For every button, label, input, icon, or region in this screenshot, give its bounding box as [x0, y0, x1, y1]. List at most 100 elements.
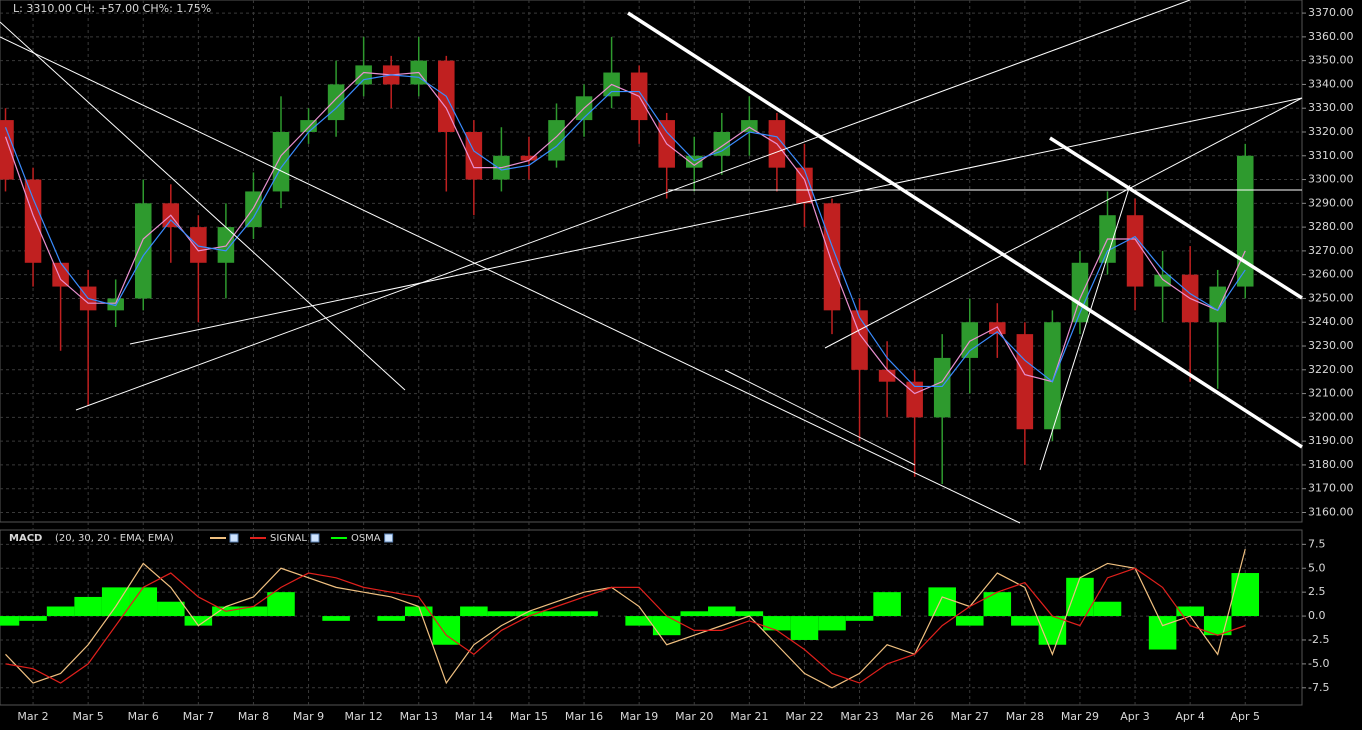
moving-average [4, 74, 1246, 388]
y-tick-label: -2.5 [1308, 633, 1329, 646]
candle-body [24, 179, 42, 263]
y-tick-label: 3270.00 [1308, 244, 1354, 257]
x-tick-label: Mar 29 [1061, 710, 1099, 723]
candle-body [1126, 215, 1144, 287]
price-panel [0, 0, 1303, 523]
y-tick-label: 3190.00 [1308, 434, 1354, 447]
osma-bar [873, 592, 901, 617]
trend-line [129, 97, 1303, 345]
y-tick-label: 3250.00 [1308, 291, 1354, 304]
osma-bar [845, 616, 874, 621]
osma-bar [1011, 616, 1039, 626]
x-tick-label: Mar 23 [840, 710, 878, 723]
macd-title: MACD [9, 533, 42, 544]
x-tick-label: Mar 28 [1006, 710, 1044, 723]
candle-body [796, 167, 813, 204]
trend-line [1049, 136, 1303, 300]
candle-body [1236, 155, 1254, 287]
y-tick-label: 3260.00 [1308, 268, 1354, 281]
trend-line [724, 369, 916, 466]
osma-bar [542, 611, 571, 617]
y-tick-label: 7.5 [1308, 537, 1326, 550]
legend: SIGNAL OSMA [210, 533, 394, 544]
trend-line [0, 21, 406, 391]
candle-body [0, 120, 14, 180]
candle-body [548, 120, 565, 161]
candle-body [851, 310, 868, 370]
y-tick-label: 3290.00 [1308, 196, 1354, 209]
osma-bar [1148, 616, 1177, 650]
candle-body [217, 227, 235, 263]
macd-line [5, 567, 1246, 684]
x-tick-label: Mar 7 [183, 710, 214, 723]
candle-body [878, 369, 896, 382]
candle-body [1209, 286, 1226, 323]
mark-layer [0, 36, 1260, 689]
grid-layer [0, 0, 1306, 705]
legend-label: OSMA [351, 533, 381, 544]
osma-bar [1176, 606, 1204, 617]
osma-bar [19, 616, 47, 621]
osma-bar [0, 616, 20, 626]
candle-body [134, 203, 152, 299]
y-tick-label: 3200.00 [1308, 410, 1354, 423]
x-tick-label: Mar 2 [17, 710, 48, 723]
osma-bar [157, 601, 185, 617]
candle-body [961, 322, 979, 358]
y-tick-label: 3160.00 [1308, 505, 1354, 518]
x-tick-label: Mar 19 [620, 710, 658, 723]
x-tick-label: Mar 6 [128, 710, 159, 723]
x-tick-label: Mar 20 [675, 710, 713, 723]
y-tick-label: -7.5 [1308, 681, 1329, 694]
candle-body [190, 227, 207, 263]
x-tick-label: Mar 27 [951, 710, 989, 723]
x-tick-label: Mar 8 [238, 710, 269, 723]
osma-bar [239, 606, 268, 617]
x-tick-label: Mar 15 [510, 710, 548, 723]
x-tick-label: Mar 14 [455, 710, 493, 723]
legend-label: SIGNAL [270, 533, 307, 544]
osma-bar [680, 611, 709, 617]
y-tick-label: 3360.00 [1308, 30, 1354, 43]
osma-bar [1066, 577, 1094, 617]
osma-bar [267, 592, 295, 617]
y-tick-label: 3300.00 [1308, 173, 1354, 186]
y-tick-label: 3170.00 [1308, 482, 1354, 495]
osma-bar [404, 606, 433, 617]
trend-line [75, 0, 1191, 411]
trend-lines [0, 0, 1303, 524]
x-tick-label: Mar 21 [730, 710, 768, 723]
y-tick-label: 3310.00 [1308, 149, 1354, 162]
osma-bar [652, 616, 681, 636]
candle-body [1154, 274, 1171, 287]
osma-bar [74, 596, 102, 617]
candle-body [713, 131, 731, 156]
osma-bar [735, 611, 764, 617]
osma-bar [1203, 616, 1232, 636]
y-tick-label: 3210.00 [1308, 387, 1354, 400]
macd-subtitle: (20, 30, 20 - EMA, EMA) [55, 533, 174, 544]
osma-bar [322, 616, 350, 621]
y-tick-label: 3330.00 [1308, 101, 1354, 114]
x-tick-label: Mar 13 [400, 710, 438, 723]
legend-checkbox [229, 533, 239, 543]
y-tick-label: 5.0 [1308, 561, 1326, 574]
macd-panel [0, 529, 1303, 706]
y-tick-label: 3320.00 [1308, 125, 1354, 138]
osma-bar [818, 616, 846, 631]
legend-checkbox [384, 533, 394, 543]
y-tick-label: 3280.00 [1308, 220, 1354, 233]
osma-bar [184, 616, 213, 626]
trend-line [1039, 184, 1131, 471]
candle-body [685, 155, 703, 168]
x-tick-label: Mar 16 [565, 710, 603, 723]
osma-bar [625, 616, 653, 626]
osma-bar [763, 616, 791, 631]
x-tick-label: Mar 5 [73, 710, 104, 723]
y-tick-label: 3220.00 [1308, 363, 1354, 376]
candle-body [823, 203, 841, 311]
y-tick-label: -5.0 [1308, 657, 1329, 670]
osma-bar [460, 606, 488, 617]
x-tick-label: Mar 22 [785, 710, 823, 723]
legend-checkbox [310, 533, 320, 543]
